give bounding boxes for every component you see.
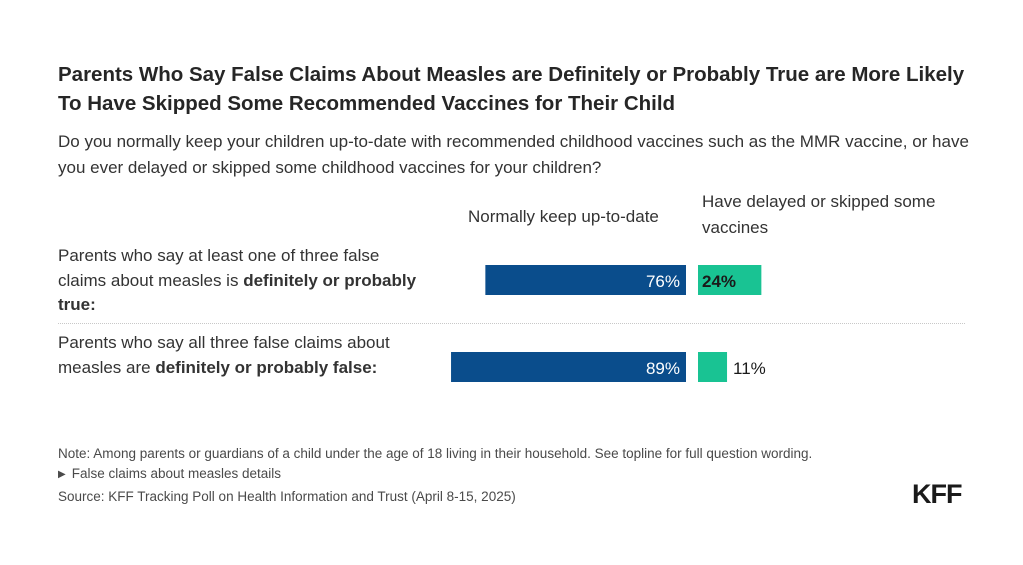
bar-keep-row-0 (485, 265, 686, 295)
row-label-false-bold: definitely or probably false: (155, 357, 378, 377)
label-skipped-row-1: 11% (733, 359, 766, 378)
row-label-true-bold: definitely or probably true: (58, 270, 417, 315)
chart-subtitle: Do you normally keep your children up-to… (58, 132, 969, 177)
bar-keep-row-1 (451, 352, 686, 382)
details-label: False claims about measles details (71, 466, 282, 481)
source-text: Source: KFF Tracking Poll on Health Info… (58, 489, 516, 504)
row-label-false-text: Parents who say all three false claims a… (58, 333, 390, 377)
row-label-false: Parents who say all three false claims a… (58, 331, 428, 380)
bar-skipped-row-1 (698, 352, 728, 382)
note-text: Note: Among parents or guardians of a ch… (58, 446, 813, 461)
bar-skipped-row-0 (698, 265, 762, 295)
row-label-true: Parents who say at least one of three fa… (58, 244, 428, 318)
label-skipped-row-0: 24% (702, 272, 736, 291)
triangle-right-icon: ▶ (58, 469, 66, 480)
label-keep-row-0: 76% (646, 272, 680, 291)
row-label-true-text: Parents who say at least one of three fa… (58, 246, 380, 290)
row-divider (58, 323, 965, 324)
details-toggle[interactable]: ▶ False claims about measles details (58, 464, 281, 486)
label-keep-row-1: 89% (646, 359, 680, 378)
column-header-keep: Normally keep up-to-date (468, 207, 659, 226)
kff-logo: KFF (912, 479, 962, 509)
column-header-skipped: Have delayed or skipped some vaccines (702, 192, 936, 237)
chart-title: Parents Who Say False Claims About Measl… (58, 63, 965, 115)
